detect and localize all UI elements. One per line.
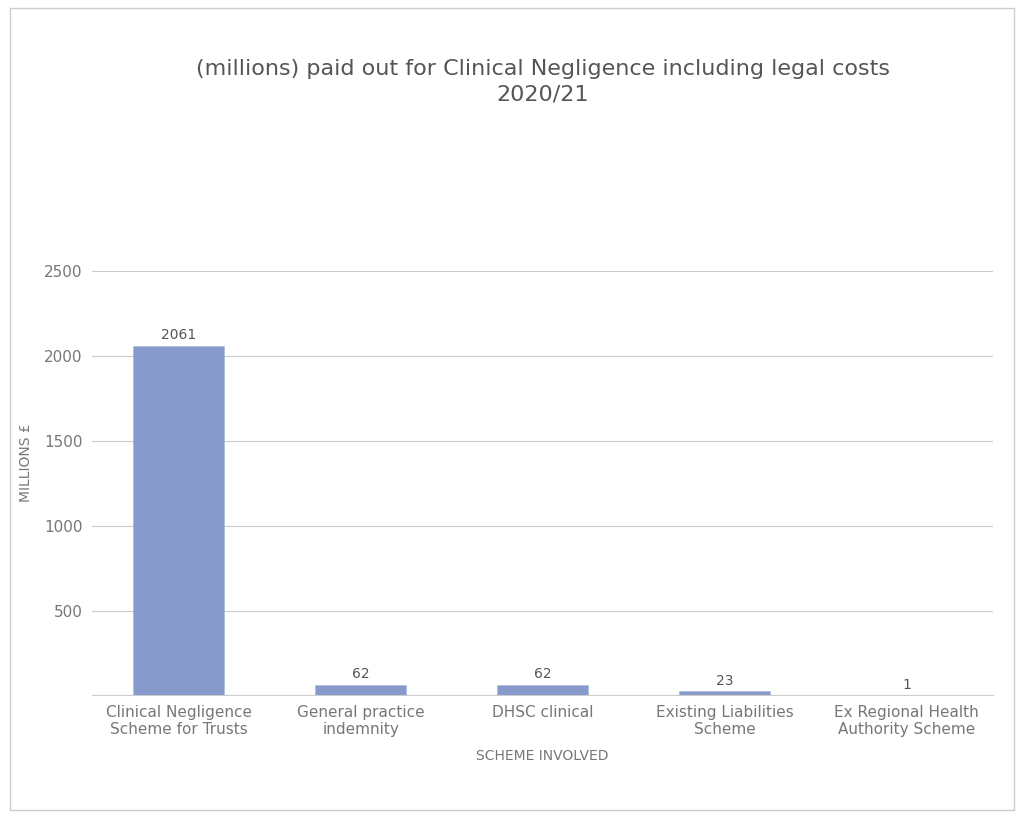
Bar — [133, 346, 224, 695]
Text: 1: 1 — [902, 678, 911, 692]
Text: 2061: 2061 — [161, 329, 197, 343]
Text: 62: 62 — [534, 667, 552, 681]
Bar — [679, 691, 770, 695]
Text: 23: 23 — [716, 674, 733, 688]
Bar — [315, 685, 407, 695]
X-axis label: SCHEME INVOLVED: SCHEME INVOLVED — [476, 748, 609, 762]
Bar — [498, 685, 588, 695]
Text: 62: 62 — [352, 667, 370, 681]
Text: (millions) paid out for Clinical Negligence including legal costs
2020/21: (millions) paid out for Clinical Neglige… — [196, 59, 890, 105]
Y-axis label: MILLIONS £: MILLIONS £ — [18, 423, 33, 501]
